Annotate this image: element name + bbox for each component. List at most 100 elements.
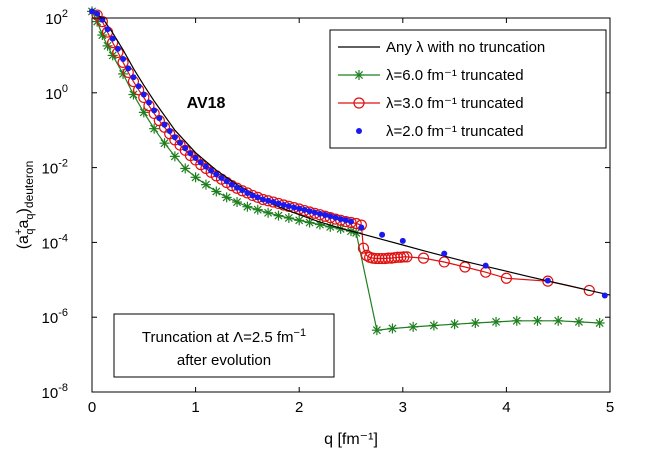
legend-label: λ=2.0 fm⁻¹ truncated [386,123,524,140]
x-tick-label: 3 [399,399,407,416]
data-point-circle [357,242,370,254]
data-point-asterisk [408,321,419,332]
data-point-circle [392,251,404,263]
data-point-asterisk [102,40,113,51]
data-point-asterisk [159,138,170,149]
annotation-truncation-box: Truncation at Λ=2.5 fm−1 after evolution [113,313,335,378]
x-axis-label: q [fm⁻¹] [324,431,378,448]
data-point-dot [259,196,266,203]
data-point-dot [265,197,272,204]
x-tick-label: 4 [502,399,510,416]
y-label-paren-open: (a [15,235,32,249]
y-label-a2: a [15,219,32,228]
data-point-asterisk [232,197,243,208]
annotation-line1-text: Truncation at Λ=2.5 fm [142,329,294,346]
data-point-dot [166,128,173,135]
data-point-asterisk [180,163,191,174]
data-point-asterisk [314,219,325,230]
y-label-sup-plus: + [13,229,25,235]
annotation-line1-sup: −1 [294,327,307,339]
data-point-dot [218,174,225,181]
y-tick-label: 10-8 [42,382,68,402]
y-tick-label: 10-2 [42,158,68,178]
y-label-sub-q1: q [24,228,36,234]
data-point-dot [208,167,215,174]
data-point-dot [140,91,147,98]
data-point-circle [373,252,385,265]
data-point-dot [301,206,308,213]
data-point-dot [177,139,184,146]
legend-item: λ=3.0 fm⁻¹ truncated [338,95,524,112]
data-point-circle [417,252,430,264]
y-tick-label: 10-4 [42,232,68,252]
data-point-asterisk [491,316,502,327]
data-point-asterisk [449,319,460,330]
data-point-circle [376,252,388,265]
annotation-av18: AV18 [187,95,226,112]
data-point-dot [171,134,178,141]
data-point-asterisk [221,192,232,203]
data-point-dot [120,56,127,63]
y-tick-label: 10-6 [42,307,68,327]
data-point-asterisk [594,317,605,328]
data-point-asterisk [242,201,253,212]
data-point-dot [182,145,189,152]
data-point-dot [89,8,95,15]
data-point-dot [270,199,277,206]
data-point-circle [500,272,512,284]
y-tick-label: 102 [45,8,68,28]
data-point-dot [114,45,121,52]
data-point-dot [280,202,287,208]
data-point-dot [311,209,318,216]
data-point-dot [441,250,448,257]
series-0 [91,10,611,296]
data-point-circle [401,251,413,263]
data-point-dot [337,216,344,223]
data-point-asterisk [532,315,543,326]
axis-ticks: 0 1 2 3 4 5 102 100 10-2 10-4 10-6 10-8 [42,8,615,416]
y-label-sub-deuteron: deuteron [22,161,36,208]
data-point-dot [151,107,158,114]
data-point-dot [379,231,386,238]
data-point-dot [213,171,220,178]
data-point-dot [316,210,323,217]
data-point-dot [234,184,241,191]
data-point-asterisk [149,123,160,134]
data-point-asterisk [138,107,149,118]
x-tick-label: 1 [191,399,199,416]
annotation-line1: Truncation at Λ=2.5 fm−1 [142,327,306,346]
data-point-dot [104,26,111,33]
data-point-dot [125,65,132,72]
data-point-dot [156,115,163,122]
x-tick-label: 2 [295,399,303,416]
data-point-asterisk [387,323,398,334]
data-point-circle [438,256,450,268]
data-point-asterisk [211,186,222,197]
data-point-dot [197,159,204,166]
legend-item: Any λ with no truncation [338,39,545,56]
data-point-asterisk [273,210,284,221]
y-label-sub-q2: q [24,213,36,219]
data-point-circle [353,97,365,109]
data-point-asterisk [200,179,211,190]
data-point-dot [135,83,142,90]
data-point-asterisk [470,317,481,328]
data-point-asterisk [354,70,364,80]
x-tick-label: 0 [88,399,96,416]
data-point-dot [482,262,489,269]
data-point-circle [583,284,595,297]
annotation-box-frame [113,313,335,378]
data-point-dot [601,292,608,299]
data-point-asterisk [371,325,382,336]
data-point-dot [187,150,194,157]
data-point-dot [356,128,362,134]
data-point-dot [161,121,168,128]
data-point-dot [358,224,365,231]
series-layer [87,6,611,336]
data-point-dot [332,214,339,221]
data-point-dot [306,208,313,215]
data-point-circle [382,252,394,264]
y-label-paren-close: ) [15,208,32,213]
data-point-dot [327,213,334,220]
